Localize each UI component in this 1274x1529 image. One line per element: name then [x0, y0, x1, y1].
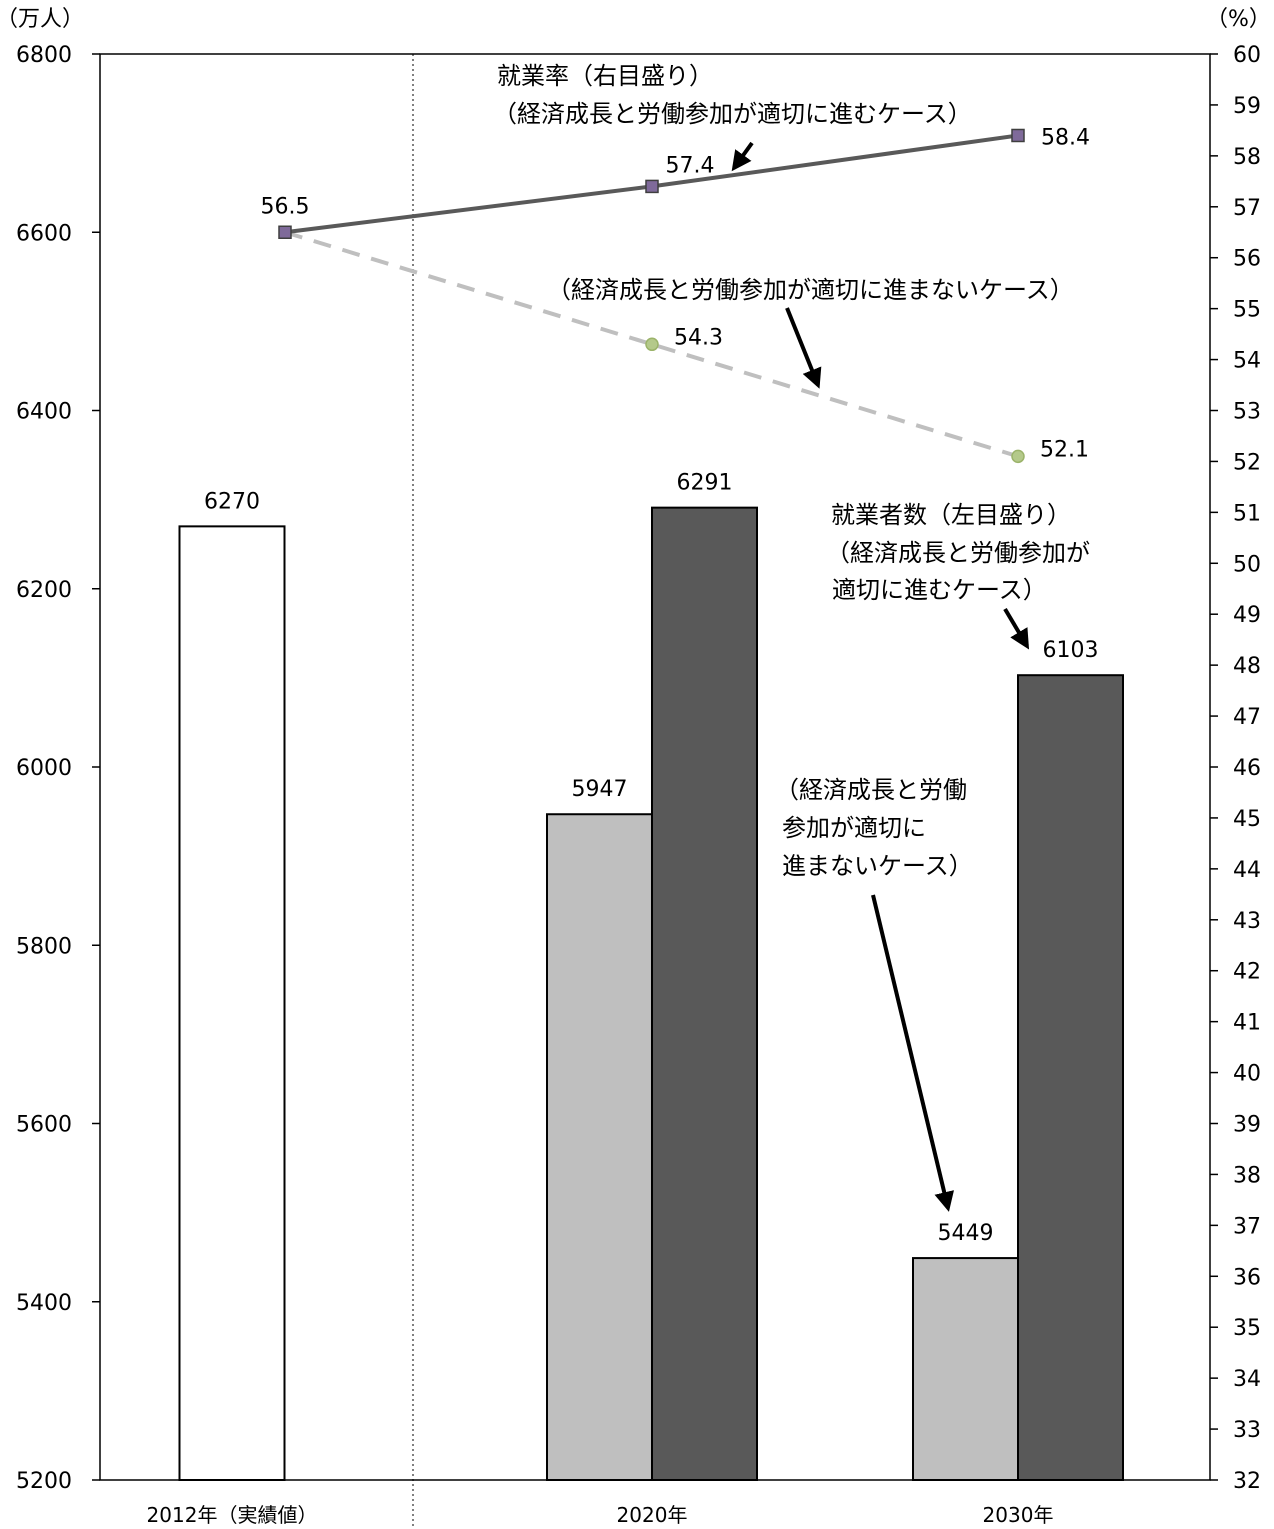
right-tick-label: 32	[1233, 1469, 1261, 1494]
left-tick-label: 6000	[16, 756, 72, 781]
left-tick-label: 6200	[16, 578, 72, 603]
point-not-appropriate-label: 54.3	[674, 325, 723, 350]
point-not-appropriate	[1011, 449, 1025, 464]
right-tick-label: 36	[1233, 1265, 1261, 1290]
right-tick-label: 44	[1233, 858, 1261, 883]
bar-not-appropriate-label: 5947	[572, 777, 628, 802]
point-appropriate	[278, 225, 292, 239]
point-appropriate	[645, 179, 659, 194]
line-not-appropriate	[284, 230, 1019, 459]
bar-appropriate	[1017, 674, 1124, 1481]
annotation-emp-appropriate-2: 適切に進むケース）	[832, 576, 1047, 604]
right-unit-label: （%）	[1206, 7, 1271, 32]
bar-not-appropriate	[912, 1257, 1019, 1481]
right-tick-label: 33	[1233, 1418, 1261, 1443]
point-appropriate	[1011, 128, 1025, 143]
point-appropriate-label: 57.4	[666, 153, 715, 178]
annotation-rate-not-appropriate: （経済成長と労働参加が適切に進まないケース）	[547, 276, 1074, 304]
right-tick-label: 56	[1233, 247, 1261, 272]
line-series: 54.3 52.1 56.5 57.4 58.4	[261, 125, 1090, 464]
left-tick-label: 5200	[16, 1469, 72, 1494]
right-tick-label: 51	[1233, 501, 1261, 526]
point-appropriate-label: 56.5	[261, 194, 310, 219]
x-category-label: 2012年（実績値）	[147, 1503, 318, 1527]
right-tick-label: 48	[1233, 654, 1261, 679]
left-tick-label: 6600	[16, 221, 72, 246]
right-tick-label: 40	[1233, 1062, 1261, 1087]
point-not-appropriate	[645, 337, 659, 352]
right-tick-label: 49	[1233, 603, 1261, 628]
right-tick-label: 39	[1233, 1113, 1261, 1138]
right-tick-label: 59	[1233, 94, 1261, 119]
left-tick-label: 5400	[16, 1291, 72, 1316]
right-tick-label: 52	[1233, 450, 1261, 475]
bar-appropriate-label: 6103	[1043, 638, 1099, 663]
annotation-rate-appropriate: （経済成長と労働参加が適切に進むケース）	[493, 100, 972, 128]
arrow-rate-appropriate	[731, 141, 754, 172]
right-tick-label: 37	[1233, 1214, 1261, 1239]
right-tick-label: 41	[1233, 1011, 1261, 1036]
right-tick-label: 54	[1233, 349, 1261, 374]
right-tick-label: 45	[1233, 807, 1261, 832]
right-tick-label: 38	[1233, 1163, 1261, 1188]
x-category-label: 2030年	[983, 1503, 1054, 1527]
right-tick-label: 50	[1233, 552, 1261, 577]
point-appropriate-label: 58.4	[1041, 125, 1090, 150]
bar-series: 6270 5947 6291 5449 6103	[178, 471, 1124, 1481]
bar-not-appropriate	[546, 813, 653, 1481]
bar-actual	[178, 525, 286, 1481]
x-axis: 2012年（実績値） 2020年 2030年	[147, 1503, 1054, 1527]
left-unit-label: （万人）	[0, 7, 84, 32]
right-tick-label: 57	[1233, 196, 1261, 221]
left-tick-label: 5800	[16, 934, 72, 959]
arrow-emp-not-appropriate	[871, 894, 954, 1212]
annotation-emp-not-2: 参加が適切に	[782, 814, 926, 842]
x-category-label: 2020年	[617, 1503, 688, 1527]
arrow-rate-not-appropriate	[785, 307, 822, 389]
bar-appropriate	[651, 506, 758, 1481]
right-axis: 32 33 34 35 36 37 38 39 40 41 42 43 44 45 46 47 48 49 50 51…	[1210, 43, 1261, 1494]
left-tick-label: 6400	[16, 400, 72, 425]
bar-not-appropriate-label: 5449	[938, 1221, 994, 1246]
right-tick-label: 42	[1233, 960, 1261, 985]
right-tick-label: 58	[1233, 145, 1261, 170]
right-tick-label: 46	[1233, 756, 1261, 781]
annotation-emp-not-1: （経済成長と労働	[775, 776, 967, 804]
bar-actual-label: 6270	[204, 489, 260, 514]
left-tick-label: 6800	[16, 43, 72, 68]
right-tick-label: 43	[1233, 909, 1261, 934]
right-tick-label: 34	[1233, 1367, 1261, 1392]
left-axis: 5200 5400 5600 5800 6000 6200 6400 6600 6800	[16, 43, 100, 1494]
left-tick-label: 5600	[16, 1113, 72, 1138]
point-not-appropriate-label: 52.1	[1040, 437, 1089, 462]
arrow-emp-appropriate	[1003, 607, 1030, 650]
right-tick-label: 35	[1233, 1316, 1261, 1341]
right-tick-label: 53	[1233, 400, 1261, 425]
bar-appropriate-label: 6291	[677, 471, 733, 496]
annotation-rate-title: 就業率（右目盛り）	[497, 62, 713, 90]
annotation-emp-appropriate-1: （経済成長と労働参加が	[826, 539, 1090, 567]
annotation-emp-not-3: 進まないケース）	[782, 852, 973, 880]
annotation-emp-title: 就業者数（左目盛り）	[831, 501, 1071, 529]
right-tick-label: 60	[1233, 43, 1261, 68]
right-tick-label: 55	[1233, 298, 1261, 323]
right-tick-label: 47	[1233, 705, 1261, 730]
